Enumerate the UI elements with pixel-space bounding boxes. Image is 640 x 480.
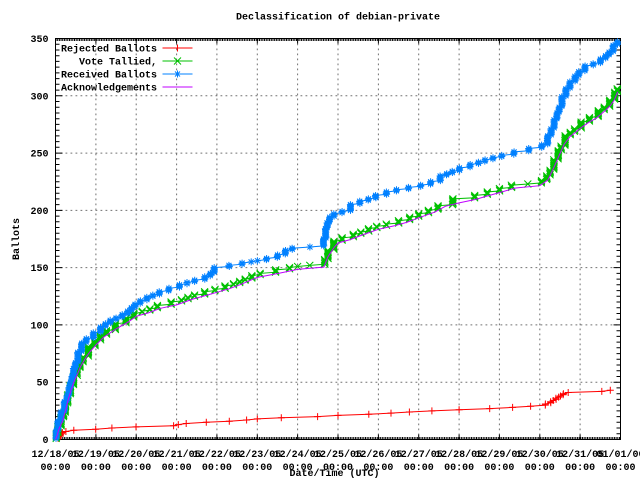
svg-text:12/28/05: 12/28/05 — [435, 449, 483, 461]
svg-text:00:00: 00:00 — [605, 463, 635, 474]
svg-text:Acknowledgements: Acknowledgements — [61, 83, 157, 95]
svg-text:300: 300 — [30, 92, 48, 103]
svg-text:0: 0 — [42, 436, 48, 447]
svg-text:00:00: 00:00 — [162, 463, 192, 474]
svg-text:00:00: 00:00 — [121, 463, 151, 474]
svg-text:100: 100 — [30, 321, 48, 332]
svg-text:00:00: 00:00 — [323, 463, 353, 474]
svg-text:00:00: 00:00 — [202, 463, 232, 474]
svg-text:Declassification of debian-pri: Declassification of debian-private — [236, 12, 440, 24]
svg-text:00:00: 00:00 — [283, 463, 313, 474]
svg-text:00:00: 00:00 — [363, 463, 393, 474]
svg-text:12/25/05: 12/25/05 — [314, 449, 362, 461]
svg-text:12/18/05: 12/18/05 — [31, 449, 79, 461]
svg-text:Date/Time (UTC): Date/Time (UTC) — [289, 468, 379, 480]
svg-text:00:00: 00:00 — [525, 463, 555, 474]
svg-text:12/27/05: 12/27/05 — [395, 449, 443, 461]
svg-text:Vote Tallied,: Vote Tallied, — [79, 57, 157, 69]
svg-text:12/26/05: 12/26/05 — [354, 449, 402, 461]
svg-text:200: 200 — [30, 207, 48, 218]
svg-text:12/20/05: 12/20/05 — [112, 449, 160, 461]
svg-text:250: 250 — [30, 150, 48, 161]
svg-text:12/21/05: 12/21/05 — [153, 449, 201, 461]
svg-text:Rejected Ballots: Rejected Ballots — [61, 44, 157, 56]
svg-text:350: 350 — [30, 35, 48, 46]
svg-text:00:00: 00:00 — [444, 463, 474, 474]
svg-text:00:00: 00:00 — [81, 463, 111, 474]
svg-text:12/22/05: 12/22/05 — [193, 449, 241, 461]
svg-text:12/24/05: 12/24/05 — [274, 449, 322, 461]
svg-text:01/01/06: 01/01/06 — [596, 449, 640, 461]
svg-text:12/23/05: 12/23/05 — [233, 449, 281, 461]
svg-text:Received Ballots: Received Ballots — [61, 70, 157, 82]
svg-text:12/31/05: 12/31/05 — [556, 449, 604, 461]
svg-text:Ballots: Ballots — [11, 218, 23, 260]
svg-text:150: 150 — [30, 264, 48, 275]
svg-text:00:00: 00:00 — [484, 463, 514, 474]
svg-text:00:00: 00:00 — [565, 463, 595, 474]
svg-text:00:00: 00:00 — [242, 463, 272, 474]
svg-text:12/29/05: 12/29/05 — [475, 449, 523, 461]
svg-text:12/19/05: 12/19/05 — [72, 449, 120, 461]
svg-text:00:00: 00:00 — [404, 463, 434, 474]
svg-text:50: 50 — [36, 379, 48, 390]
svg-text:12/30/05: 12/30/05 — [516, 449, 564, 461]
svg-text:00:00: 00:00 — [40, 463, 70, 474]
